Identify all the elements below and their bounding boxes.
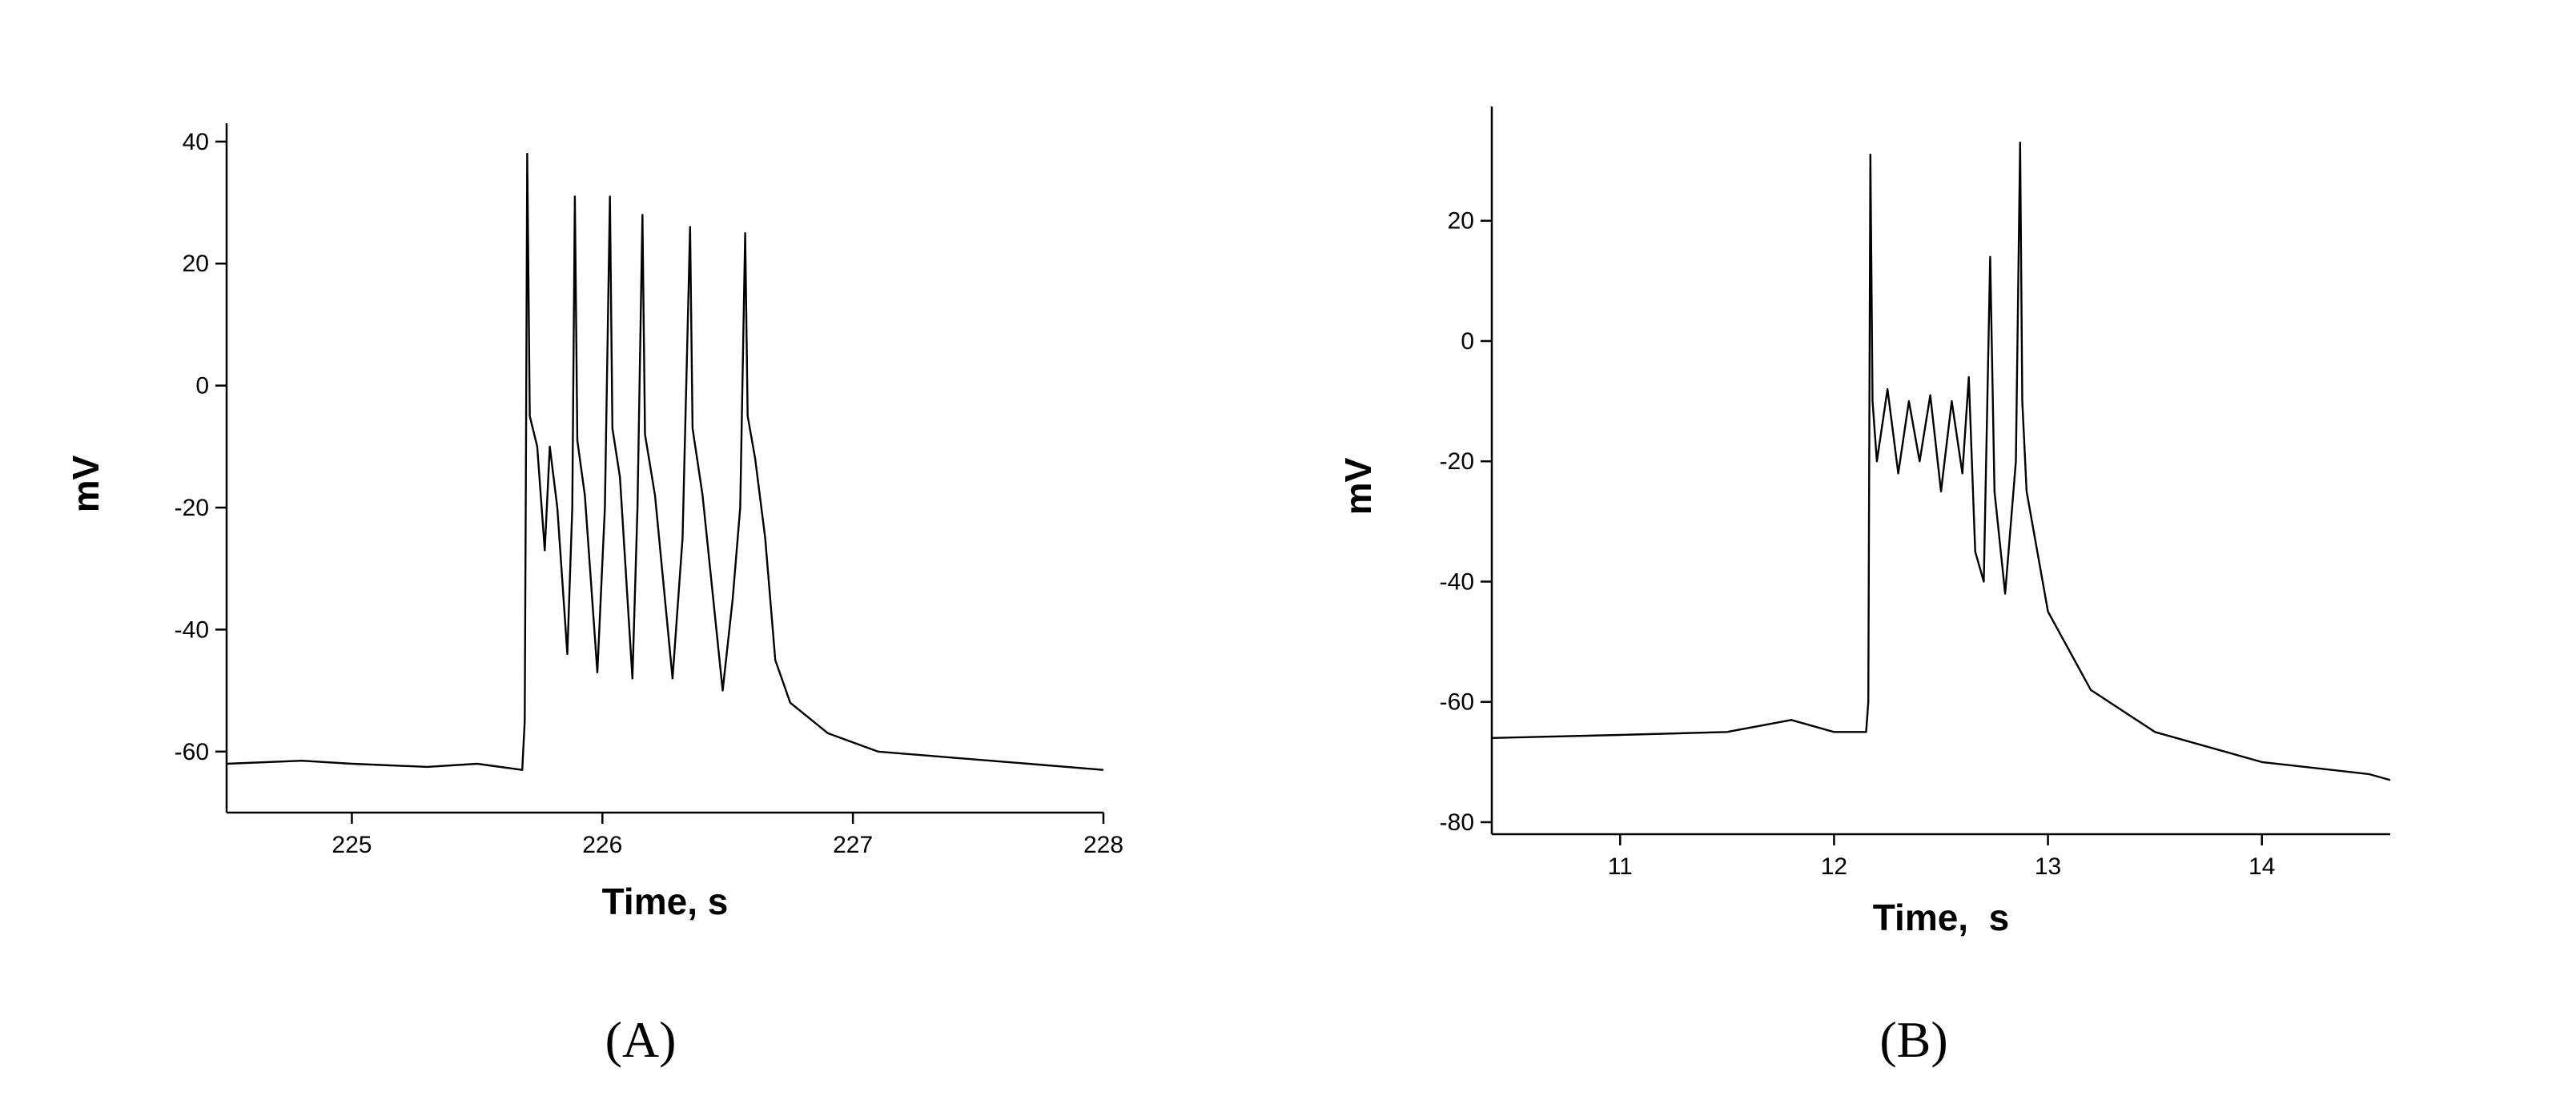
x-tick-label: 228 bbox=[1083, 832, 1123, 858]
panel-label: (B) bbox=[1879, 1011, 1947, 1068]
trace bbox=[1491, 141, 2391, 781]
x-tick-label: 14 bbox=[2248, 853, 2275, 880]
x-axis-title: Time, s bbox=[602, 881, 729, 922]
y-tick-label: 20 bbox=[183, 251, 209, 277]
x-tick-label: 11 bbox=[1608, 853, 1633, 880]
y-tick-label: 0 bbox=[195, 373, 209, 399]
x-tick-label: 225 bbox=[332, 832, 372, 858]
panel-label: (A) bbox=[605, 1011, 677, 1068]
x-tick-label: 226 bbox=[582, 832, 622, 858]
y-tick-label: -40 bbox=[1440, 568, 1474, 595]
x-tick-label: 13 bbox=[2035, 853, 2061, 880]
y-axis-title: mV bbox=[65, 455, 106, 512]
x-tick-label: 12 bbox=[1821, 853, 1847, 880]
y-tick-label: 20 bbox=[1448, 208, 1474, 235]
y-tick-label: 0 bbox=[1461, 328, 1474, 355]
y-tick-label: -20 bbox=[1440, 448, 1474, 475]
y-axis-title: mV bbox=[1337, 457, 1379, 515]
y-tick-label: -60 bbox=[175, 739, 209, 765]
y-tick-label: -20 bbox=[175, 495, 209, 521]
x-axis-title: Time, s bbox=[1873, 897, 2009, 938]
x-tick-label: 227 bbox=[833, 832, 873, 858]
y-tick-label: -60 bbox=[1440, 689, 1474, 716]
y-tick-label: -80 bbox=[1440, 809, 1474, 836]
trace bbox=[226, 152, 1104, 771]
y-tick-label: 40 bbox=[183, 129, 209, 155]
y-tick-label: -40 bbox=[175, 616, 209, 643]
